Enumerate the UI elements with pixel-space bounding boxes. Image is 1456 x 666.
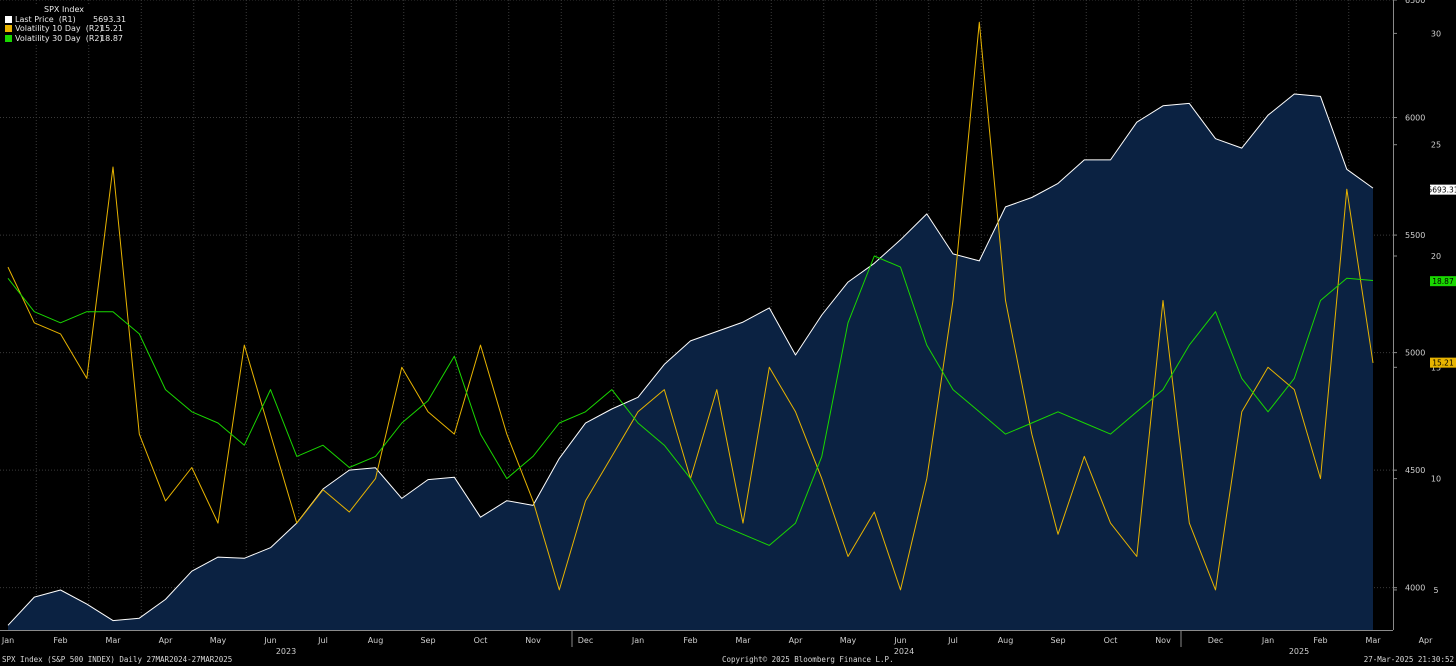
legend-item-vol30: Volatility 30 Day (R2) 18.87 — [5, 34, 123, 44]
month-label: Sep — [420, 636, 435, 645]
month-label: Jan — [1261, 636, 1274, 645]
month-label: Apr — [159, 636, 174, 645]
month-label: Dec — [1208, 636, 1223, 645]
legend-label: Last Price (R1) — [15, 14, 76, 24]
month-label: Nov — [525, 636, 541, 645]
legend-label: Volatility 10 Day (R2) — [15, 24, 103, 33]
month-label: Feb — [683, 636, 697, 645]
vol30-marker: 18.87 — [1432, 277, 1454, 286]
footer-security: SPX Index (S&P 500 INDEX) Daily 27MAR202… — [2, 655, 233, 664]
legend-swatch — [5, 15, 12, 23]
month-label: Aug — [998, 636, 1014, 645]
vol-tick-label: 10 — [1431, 475, 1441, 484]
month-label: Mar — [735, 636, 751, 645]
footer-timestamp: 27-Mar-2025 21:30:52 — [1363, 655, 1454, 664]
month-label: Aug — [368, 636, 384, 645]
legend-swatch — [5, 34, 12, 42]
month-label: Apr — [1419, 636, 1434, 645]
price-tick-label: 6000 — [1405, 114, 1425, 123]
footer: SPX Index (S&P 500 INDEX) Daily 27MAR202… — [0, 655, 1456, 666]
legend-label: Volatility 30 Day (R2) — [15, 33, 103, 43]
price-area — [8, 94, 1373, 630]
month-label: Mar — [105, 636, 121, 645]
month-label: May — [210, 636, 227, 645]
month-label: Feb — [53, 636, 67, 645]
vol-tick-label: 25 — [1431, 141, 1441, 150]
price-tick-label: 4000 — [1405, 584, 1425, 593]
month-label: Feb — [1313, 636, 1327, 645]
price-tick-label: 4500 — [1405, 466, 1425, 475]
price-tick-label: 6500 — [1405, 0, 1425, 5]
price-area-fill — [8, 94, 1373, 630]
axes — [0, 0, 1397, 647]
legend-value: 18.87 — [100, 33, 123, 43]
month-label: Nov — [1155, 636, 1171, 645]
vol-tick-label: 30 — [1431, 29, 1441, 38]
series-line-0 — [7, 93, 1374, 626]
series-lines — [7, 21, 1374, 626]
vol-tick-label: 15 — [1431, 363, 1441, 372]
month-label: Dec — [578, 636, 593, 645]
vol-tick-label: 5 — [1433, 586, 1438, 595]
price-tick-label: 5500 — [1405, 231, 1425, 240]
year-label: 2023 — [276, 647, 296, 656]
legend-value: 15.21 — [100, 24, 123, 33]
price-tick-label: 5000 — [1405, 349, 1425, 358]
legend-item-last-price: Last Price (R1) 5693.31 — [5, 14, 127, 25]
month-label: Apr — [789, 636, 804, 645]
price-marker: 5693.31 — [1427, 186, 1456, 195]
price-marker-bg — [1430, 184, 1456, 195]
vol10-marker: 15.21 — [1432, 359, 1454, 368]
year-label: 2025 — [1289, 647, 1309, 656]
legend-value: 5693.31 — [93, 14, 127, 24]
footer-copyright: Copyright© 2025 Bloomberg Finance L.P. — [722, 655, 894, 664]
month-label: Oct — [474, 636, 488, 645]
month-label: Jan — [1, 636, 14, 645]
legend-swatch — [5, 25, 12, 33]
month-label: Jun — [893, 636, 907, 645]
vol10-marker-bg — [1430, 357, 1456, 368]
series-line-2 — [7, 255, 1374, 546]
vol30-marker-bg — [1430, 276, 1456, 287]
month-label: Oct — [1104, 636, 1118, 645]
year-label: 2024 — [894, 647, 914, 656]
month-label: May — [840, 636, 857, 645]
month-label: Jul — [317, 636, 328, 645]
month-label: Mar — [1365, 636, 1381, 645]
month-label: Jan — [631, 636, 644, 645]
legend: SPX Index Last Price (R1) 5693.31 Volati… — [2, 4, 126, 45]
vol-tick-label: 20 — [1431, 252, 1441, 261]
month-label: Jul — [947, 636, 958, 645]
legend-title: SPX Index — [44, 5, 84, 14]
legend-item-vol10: Volatility 10 Day (R2) 15.21 — [5, 24, 123, 34]
month-label: Jun — [263, 636, 277, 645]
month-label: Sep — [1050, 636, 1065, 645]
